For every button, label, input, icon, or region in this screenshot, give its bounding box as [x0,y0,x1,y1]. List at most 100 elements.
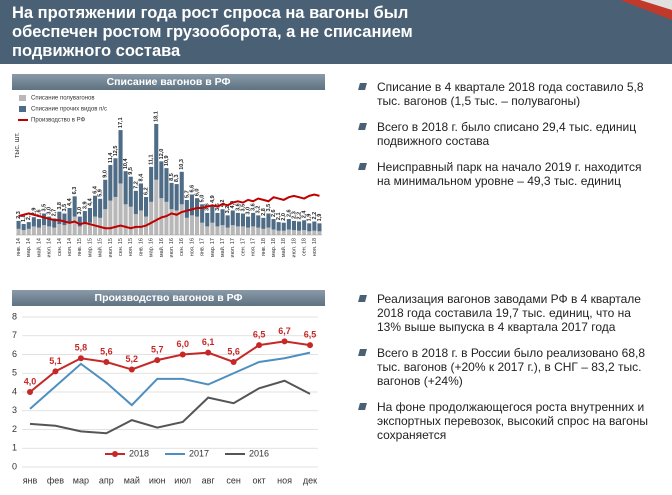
total-label: 3,5 [42,204,48,212]
bar-segment [266,227,271,235]
total-label: 4,9 [210,195,216,203]
x-tick-label: ноя. 17 [251,238,257,256]
bar-segment [118,130,123,184]
bar-segment [67,208,72,223]
total-label: 3,5 [266,204,272,212]
x-tick-label: дек [303,475,317,485]
y-tick-label: 6 [12,349,17,359]
bar-segment [154,123,159,180]
bar-segment [215,212,220,227]
total-label: 2,2 [312,212,318,220]
data-label: 6,7 [278,326,291,336]
point [128,366,135,373]
bullet: Всего в 2018 г. в России было реализован… [355,346,655,388]
total-label: 10,3 [179,159,185,170]
point [256,342,263,349]
legend-swatch [19,95,26,101]
title-line: обеспечен ростом грузооборота, а не спис… [12,23,413,41]
legend-label: 2016 [249,448,269,458]
total-label: 6,0 [195,189,201,197]
x-tick-label: сен [226,475,241,485]
bar-segment [21,230,26,235]
bar-segment [291,220,296,231]
bar-segment [281,222,286,231]
total-label: 2,8 [261,208,267,216]
total-label: 1,8 [21,214,27,222]
y-axis-label: тыс. шт. [14,132,21,158]
bar-segment [240,226,245,235]
x-tick-label: май. 18 [280,238,287,257]
total-label: 1,9 [307,214,313,222]
total-label: 3,0 [246,207,252,215]
bar-segment [149,166,154,202]
chart: 0 1 2 3 4 5 6 7 8 янв фев мар апр май июн июл авг сен окт н… [12,311,318,485]
bar-segment [256,227,261,235]
bar-segment [26,222,31,229]
bar-segment [123,171,128,205]
bar-segment [317,223,322,232]
x-tick-label: май. 16 [158,238,165,257]
data-label: 6,5 [304,330,317,340]
bar-segment [271,219,276,230]
bar-segment [36,219,41,228]
bar-segment [200,204,205,223]
bar-segment [246,227,251,235]
x-tick-label: янв. 16 [138,238,144,256]
x-tick-label: июл. 14 [47,238,53,257]
x-tick-label: июл. 18 [291,238,297,257]
x-tick-label: июл. 17 [230,238,236,257]
bar-segment [77,226,82,235]
y-tick-label: 7 [12,330,17,340]
x-tick-label: мар [73,475,89,485]
total-label: 4,0 [230,201,236,209]
bar-segment [200,222,205,235]
total-label: 5,7 [184,190,190,198]
bar-segment [225,227,230,235]
x-tick-label: май [124,475,140,485]
line-series [29,351,311,410]
bar-segment [144,196,149,217]
bar-segment [93,195,98,217]
bar-segment [113,158,118,197]
bar-segment [82,223,87,235]
bar-segment [307,223,312,232]
total-label: 11,1 [149,154,155,164]
bar-segment [189,215,194,235]
bar-segment [317,231,322,235]
y-tick-label: 4 [12,386,17,396]
bar-segment [174,184,179,211]
x-tick-label: мар. 15 [87,238,93,257]
bar-segment [87,222,92,235]
bar-segment [179,171,184,205]
x-tick-label: май. 17 [219,238,226,257]
total-label: 2,6 [286,209,292,217]
total-label: 3,6 [251,203,257,211]
bar-segment [128,176,133,207]
total-label: 5,9 [98,189,104,197]
bar-segment [312,221,317,231]
x-tick-label: май. 15 [97,238,104,257]
bar-segment [307,231,312,235]
point [230,359,237,365]
bar-segment [113,196,118,235]
x-tick-label: мар. 14 [26,238,32,257]
bar-segment [16,228,21,235]
x-tick-label: окт [253,475,266,485]
legend-label: 2018 [129,448,149,458]
total-label: 8,5 [169,173,175,181]
y-tick-label: 0 [12,461,17,471]
bar-segment [16,220,21,229]
chart-title: Производство вагонов в РФ [12,290,325,306]
bar-segment [302,230,307,235]
bar-segment [154,179,159,235]
point [205,349,212,356]
bar-segment [36,227,41,235]
total-label: 4,4 [67,197,73,206]
bar-segment [21,223,26,231]
bar-segment [235,212,240,227]
bar-segment [164,168,169,202]
bar-segment [281,230,286,235]
point [77,355,84,362]
total-label: 2,6 [271,209,277,217]
